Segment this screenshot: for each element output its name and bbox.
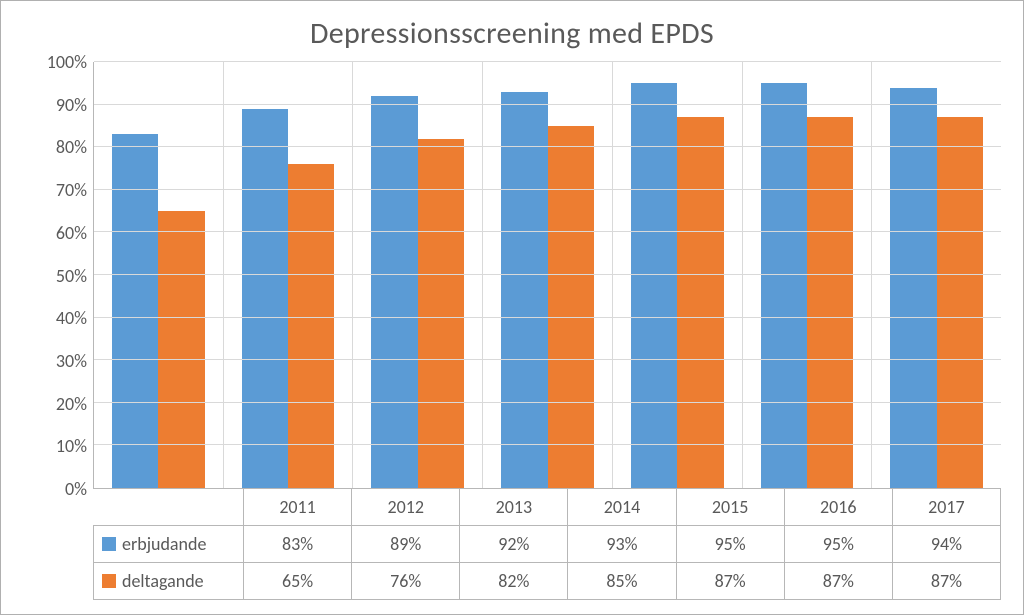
bars-layer (94, 62, 1001, 488)
gridline (94, 444, 1001, 445)
bar (890, 88, 936, 488)
table-row: deltagande 65% 76% 82% 85% 87% 87% 87% (94, 563, 1001, 600)
y-tick-label: 100% (47, 51, 87, 73)
bar (112, 134, 158, 488)
year-cell: 2013 (460, 489, 568, 526)
y-tick-label: 50% (56, 265, 87, 287)
y-axis: 0%10%20%30%40%50%60%70%80%90%100% (23, 62, 93, 489)
bar (242, 109, 288, 488)
bar-group (94, 62, 223, 488)
year-cell: 2011 (244, 489, 352, 526)
bar (158, 211, 204, 488)
bar-group (482, 62, 612, 488)
data-cell: 87% (676, 563, 784, 600)
series-header: deltagande (94, 563, 244, 600)
table-row: erbjudande 83% 89% 92% 93% 95% 95% 94% (94, 526, 1001, 563)
bar (807, 117, 853, 488)
data-cell: 93% (568, 526, 676, 563)
bar (761, 83, 807, 488)
y-tick-label: 60% (56, 222, 87, 244)
bar (501, 92, 547, 488)
data-cell: 87% (892, 563, 1000, 600)
bar-group (742, 62, 872, 488)
y-tick-label: 80% (56, 136, 87, 158)
y-tick-label: 40% (56, 307, 87, 329)
data-cell: 83% (244, 526, 352, 563)
series-name: deltagande (122, 570, 204, 592)
chart-body: 0%10%20%30%40%50%60%70%80%90%100% 2011 2… (23, 62, 1001, 600)
data-cell: 76% (352, 563, 460, 600)
series-header: erbjudande (94, 526, 244, 563)
year-cell: 2015 (676, 489, 784, 526)
data-cell: 92% (460, 526, 568, 563)
data-cell: 89% (352, 526, 460, 563)
data-cell: 87% (784, 563, 892, 600)
year-cell: 2016 (784, 489, 892, 526)
legend-swatch-icon (102, 574, 116, 588)
chart-frame: Depressionsscreening med EPDS 0% 10% 20% 30… (0, 0, 1024, 615)
y-tick-label: 30% (56, 350, 87, 372)
data-cell: 94% (892, 526, 1000, 563)
gridline (94, 402, 1001, 403)
y-tick-label: 20% (56, 393, 87, 415)
data-cell: 95% (784, 526, 892, 563)
bar (677, 117, 723, 488)
bar-group (612, 62, 742, 488)
table-row: 2011 2012 2013 2014 2015 2016 2017 (94, 489, 1001, 526)
y-tick-label: 90% (56, 94, 87, 116)
data-table: 2011 2012 2013 2014 2015 2016 2017 erbju… (93, 489, 1001, 600)
series-name: erbjudande (122, 533, 206, 555)
data-cell: 82% (460, 563, 568, 600)
data-cell: 95% (676, 526, 784, 563)
gridline (94, 317, 1001, 318)
gridline (94, 189, 1001, 190)
year-cell: 2012 (352, 489, 460, 526)
gridline (94, 359, 1001, 360)
gridline (94, 61, 1001, 62)
y-tick-label: 70% (56, 179, 87, 201)
gridline (94, 104, 1001, 105)
bar (418, 139, 464, 488)
gridline (94, 231, 1001, 232)
bar (288, 164, 334, 488)
bar-group (223, 62, 353, 488)
legend-swatch-icon (102, 537, 116, 551)
year-cell: 2017 (892, 489, 1000, 526)
chart-title: Depressionsscreening med EPDS (23, 15, 1001, 52)
bar-group (871, 62, 1001, 488)
bar-group (352, 62, 482, 488)
bar (937, 117, 983, 488)
gridline (94, 146, 1001, 147)
plot-row: 0%10%20%30%40%50%60%70%80%90%100% (23, 62, 1001, 489)
bar (548, 126, 594, 488)
data-cell: 85% (568, 563, 676, 600)
data-cell: 65% (244, 563, 352, 600)
year-cell: 2014 (568, 489, 676, 526)
bar (371, 96, 417, 488)
table-corner (94, 489, 244, 526)
bar (631, 83, 677, 488)
y-tick-label: 0% (65, 478, 87, 500)
gridline (94, 274, 1001, 275)
y-tick-label: 10% (56, 435, 87, 457)
plot-area (93, 62, 1001, 489)
